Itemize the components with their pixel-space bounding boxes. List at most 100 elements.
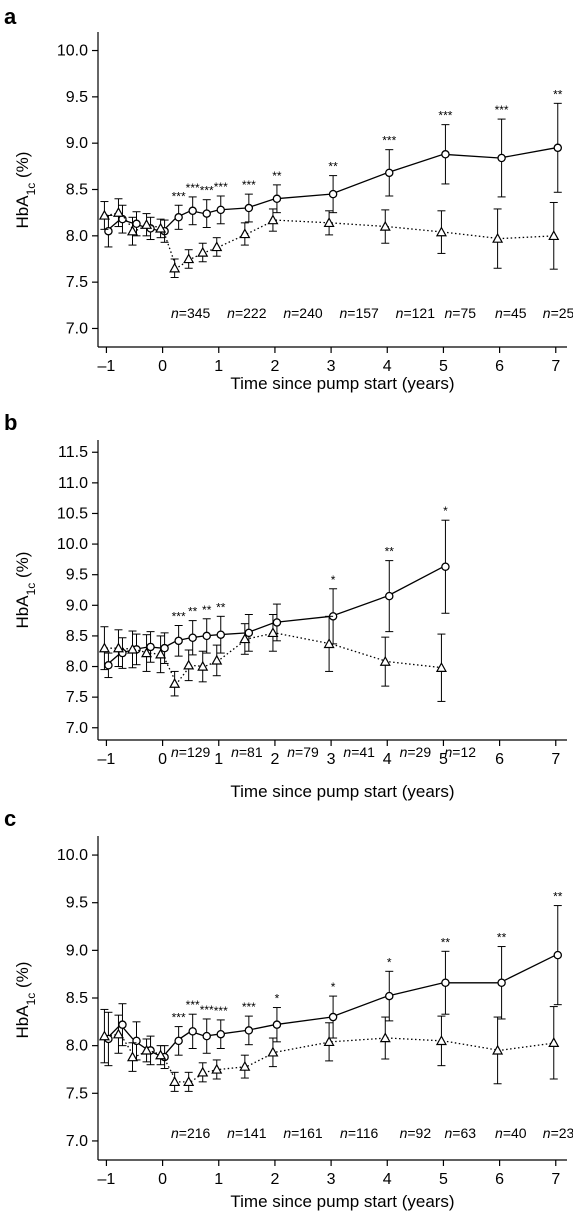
data-point-circle bbox=[553, 950, 563, 960]
x-axis-label: Time since pump start (years) bbox=[230, 1192, 454, 1211]
sample-size-label: n=29 bbox=[400, 744, 432, 760]
data-point-circle bbox=[497, 153, 506, 163]
data-point-circle bbox=[441, 562, 450, 571]
sample-size-label: n=75 bbox=[445, 305, 477, 321]
data-point-triangle bbox=[169, 677, 181, 688]
data-point-circle bbox=[174, 1036, 183, 1046]
data-point-circle bbox=[216, 205, 226, 215]
significance-marker: * bbox=[443, 504, 448, 518]
y-tick-label: 7.0 bbox=[66, 720, 88, 737]
sample-size-label: n=81 bbox=[231, 744, 263, 760]
significance-marker: ** bbox=[553, 890, 563, 904]
significance-marker: * bbox=[387, 955, 392, 969]
data-point-triangle bbox=[267, 214, 279, 225]
data-point-triangle bbox=[197, 246, 209, 257]
data-point-triangle bbox=[492, 232, 504, 243]
y-tick-label: 9.0 bbox=[66, 597, 88, 614]
sample-size-label: n=121 bbox=[396, 305, 436, 321]
significance-marker: *** bbox=[242, 1000, 256, 1014]
data-point-circle bbox=[104, 226, 113, 236]
y-tick-label: 7.5 bbox=[66, 689, 88, 706]
x-tick-label: 4 bbox=[383, 358, 392, 375]
y-tick-label: 7.0 bbox=[66, 320, 88, 337]
data-point-triangle bbox=[98, 209, 110, 220]
sample-size-label: n=41 bbox=[343, 744, 375, 760]
y-axis-label: HbA1c (%) bbox=[13, 962, 38, 1039]
panel-a: a 7.0 7.5 8.0 8.5 9.0 9.5 10.0 –1 0 1 2 3 4 5 6 7 Time si… bbox=[4, 4, 573, 393]
x-axis-label: Time since pump start (years) bbox=[230, 782, 454, 801]
x-tick-label: 2 bbox=[270, 358, 279, 375]
x-tick-label: 5 bbox=[439, 751, 448, 768]
significance-marker: *** bbox=[495, 103, 509, 117]
data-point-triangle bbox=[379, 220, 391, 231]
series-line-solid bbox=[105, 954, 557, 1058]
data-point-circle bbox=[272, 618, 282, 627]
sample-size-label: n=157 bbox=[340, 305, 380, 321]
panel-c: c 7.0 7.5 8.0 8.5 9.0 9.5 10.0 –1 0 1 2 3 4 5 6 7 Time si… bbox=[4, 806, 573, 1211]
significance-marker: *** bbox=[214, 1004, 228, 1018]
data-point-triangle bbox=[323, 217, 335, 228]
data-point-circle bbox=[244, 203, 254, 213]
y-tick-label: 10.0 bbox=[57, 536, 88, 553]
sample-size-label: n=161 bbox=[283, 1125, 323, 1141]
significance-marker: * bbox=[275, 992, 280, 1006]
data-point-triangle bbox=[197, 1066, 209, 1077]
data-point-triangle bbox=[267, 627, 279, 638]
x-tick-label: 1 bbox=[214, 358, 223, 375]
data-point-circle bbox=[328, 1012, 338, 1022]
y-tick-label: 8.5 bbox=[66, 628, 88, 645]
data-point-triangle bbox=[435, 226, 447, 237]
significance-marker: ** bbox=[216, 600, 226, 614]
data-point-circle bbox=[188, 206, 197, 216]
x-tick-label: 0 bbox=[158, 1171, 167, 1188]
y-tick-label: 9.0 bbox=[66, 942, 88, 959]
data-point-triangle bbox=[141, 218, 153, 229]
x-tick-label: 3 bbox=[327, 751, 336, 768]
data-point-triangle bbox=[169, 1076, 181, 1087]
significance-marker: ** bbox=[202, 603, 212, 617]
x-tick-label: 3 bbox=[327, 358, 336, 375]
data-point-triangle bbox=[239, 228, 251, 239]
y-tick-label: 8.0 bbox=[66, 228, 88, 245]
y-tick-label: 8.5 bbox=[66, 182, 88, 199]
x-tick-label: –1 bbox=[98, 1171, 116, 1188]
data-point-triangle bbox=[435, 1035, 447, 1046]
data-point-triangle bbox=[211, 1063, 223, 1074]
x-tick-label: 1 bbox=[214, 751, 223, 768]
panel-letter: a bbox=[4, 4, 17, 29]
y-tick-label: 11.0 bbox=[58, 475, 88, 492]
data-point-triangle bbox=[141, 647, 153, 658]
panel-letter: b bbox=[4, 410, 17, 435]
x-tick-label: 5 bbox=[439, 358, 448, 375]
significance-marker: *** bbox=[214, 180, 228, 194]
significance-marker: *** bbox=[438, 109, 452, 123]
significance-marker: ** bbox=[385, 545, 395, 559]
data-point-triangle bbox=[112, 206, 124, 217]
data-point-circle bbox=[385, 168, 394, 178]
x-tick-label: 2 bbox=[270, 751, 279, 768]
significance-marker: ** bbox=[272, 169, 282, 183]
y-tick-label: 9.5 bbox=[66, 567, 88, 584]
data-point-triangle bbox=[548, 230, 560, 241]
sample-size-label: n=63 bbox=[445, 1125, 477, 1141]
panel-letter: c bbox=[4, 806, 16, 831]
sample-size-label: n=141 bbox=[227, 1125, 267, 1141]
data-point-triangle bbox=[379, 1032, 391, 1043]
data-point-circle bbox=[441, 978, 450, 988]
data-point-triangle bbox=[183, 1076, 195, 1087]
data-point-triangle bbox=[98, 642, 110, 653]
y-tick-label: 9.5 bbox=[66, 895, 88, 912]
data-point-triangle bbox=[197, 660, 209, 671]
panel-b: b 7.0 7.5 8.0 8.5 9.0 9.5 10.0 10.5 11.0 11.5 –1 0 1 2… bbox=[4, 410, 567, 801]
x-tick-label: –1 bbox=[98, 751, 116, 768]
data-point-triangle bbox=[211, 241, 223, 252]
data-point-triangle bbox=[267, 1046, 279, 1057]
data-point-triangle bbox=[379, 655, 391, 666]
x-tick-label: 2 bbox=[270, 1171, 279, 1188]
x-tick-label: –1 bbox=[98, 358, 116, 375]
data-point-circle bbox=[385, 591, 394, 601]
data-point-triangle bbox=[548, 1037, 560, 1047]
y-tick-label: 8.0 bbox=[66, 1038, 88, 1055]
y-tick-label: 8.0 bbox=[66, 659, 88, 676]
x-tick-label: 7 bbox=[551, 358, 560, 375]
